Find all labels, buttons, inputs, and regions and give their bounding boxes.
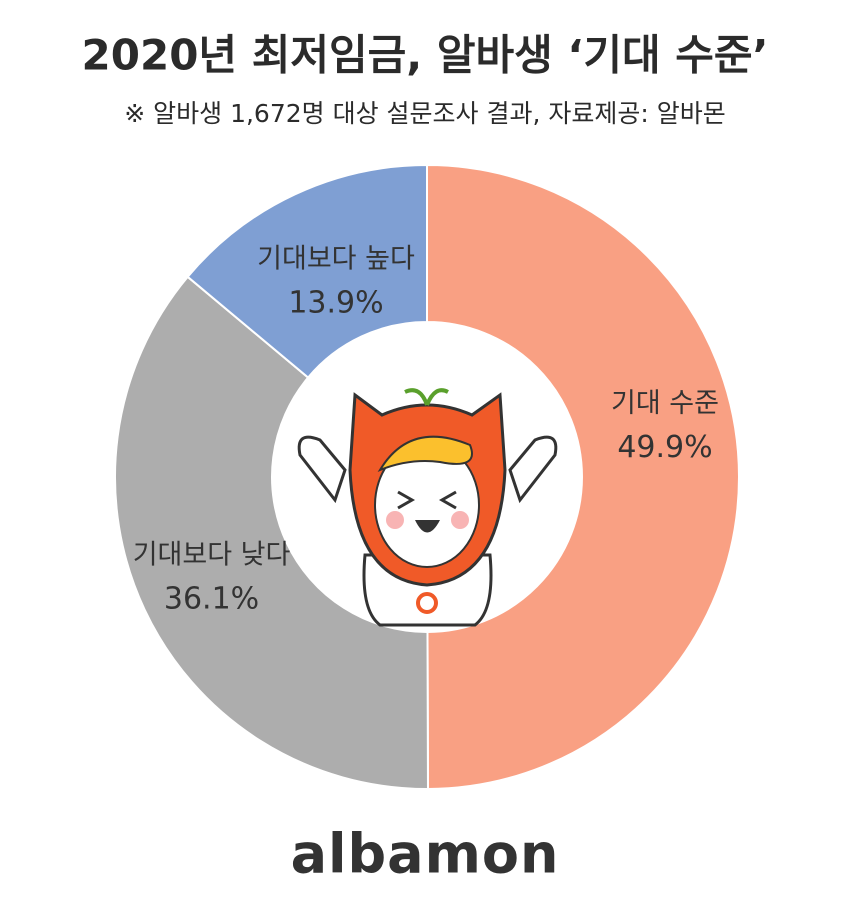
value-label: 13.9% <box>288 286 383 321</box>
slice-label: 기대 수준 <box>611 388 719 419</box>
mascot-cheek <box>386 511 404 529</box>
mascot-arm <box>508 435 558 504</box>
chart-subtitle: ※ 알바생 1,672명 대상 설문조사 결과, 자료제공: 알바몬 <box>124 99 726 128</box>
value-label: 36.1% <box>164 582 259 617</box>
value-label: 49.9% <box>617 430 712 465</box>
mascot-eyes <box>397 490 457 510</box>
mascot-hair <box>377 435 473 473</box>
mascot <box>272 322 582 632</box>
slice-label: 기대보다 낮다 <box>133 540 291 571</box>
chart-title: 2020년 최저임금, 알바생 ‘기대 수준’ <box>82 31 769 80</box>
mascot-mouth <box>415 520 440 533</box>
slice-label: 기대보다 높다 <box>257 244 415 275</box>
logo: albamon <box>291 823 560 886</box>
donut <box>114 163 740 791</box>
mascot-badge <box>416 592 438 614</box>
mascot-sprout <box>404 388 449 406</box>
mascot-arm <box>297 435 347 504</box>
mascot-cheek <box>451 511 469 529</box>
